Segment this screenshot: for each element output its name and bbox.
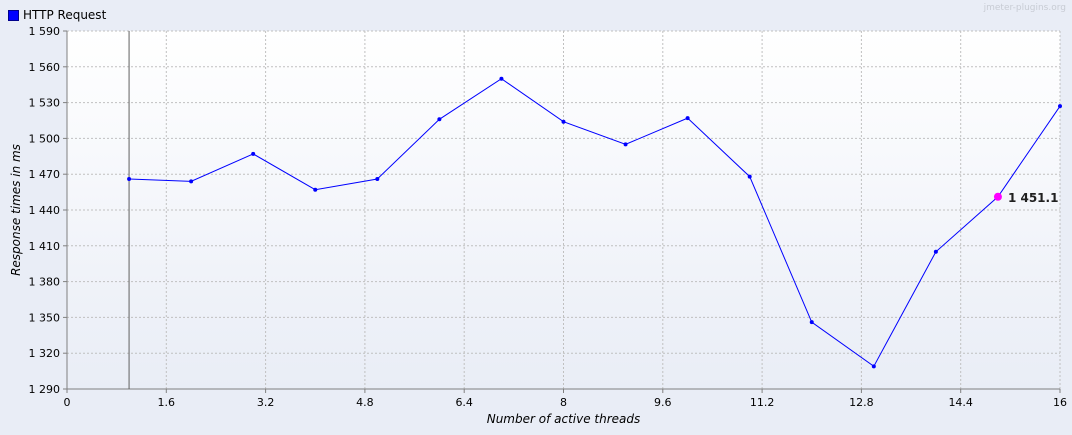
x-tick-label: 11.2 xyxy=(750,396,775,409)
y-axis-label: Response times in ms xyxy=(9,144,23,276)
x-tick-label: 4.8 xyxy=(356,396,374,409)
data-point xyxy=(251,151,256,156)
series-line xyxy=(129,78,1061,368)
y-tick-label: 1 500 xyxy=(29,132,61,145)
y-tick-label: 1 380 xyxy=(29,276,61,289)
data-point xyxy=(561,119,566,124)
y-tick-label: 1 350 xyxy=(29,311,61,324)
x-tick-label: 0 xyxy=(64,396,71,409)
x-tick-label: 16 xyxy=(1053,396,1067,409)
watermark: jmeter-plugins.org xyxy=(983,3,1066,13)
data-point xyxy=(809,320,814,325)
data-point xyxy=(499,76,504,81)
legend-swatch xyxy=(8,9,19,21)
data-point xyxy=(127,176,132,181)
data-point xyxy=(747,174,752,179)
data-point xyxy=(437,117,442,122)
x-tick-label: 14.4 xyxy=(948,396,973,409)
x-axis-label: Number of active threads xyxy=(487,412,641,426)
x-tick-label: 12.8 xyxy=(849,396,874,409)
data-point xyxy=(685,116,690,121)
x-tick-label: 8 xyxy=(560,396,567,409)
data-point xyxy=(313,187,318,192)
x-tick-label: 9.6 xyxy=(654,396,672,409)
y-tick-label: 1 560 xyxy=(29,61,61,74)
y-tick-label: 1 290 xyxy=(29,383,61,396)
highlight-point xyxy=(993,192,1002,201)
x-tick-label: 6.4 xyxy=(455,396,473,409)
data-point xyxy=(871,364,876,369)
y-tick-label: 1 530 xyxy=(29,97,61,110)
y-tick-label: 1 590 xyxy=(29,25,61,38)
y-tick-label: 1 410 xyxy=(29,240,61,253)
y-tick-label: 1 440 xyxy=(29,204,61,217)
highlight-label: 1 451.1 xyxy=(1008,191,1058,205)
data-point xyxy=(623,142,628,147)
legend-label: HTTP Request xyxy=(23,8,107,22)
y-tick-label: 1 320 xyxy=(29,347,61,360)
x-tick-label: 1.6 xyxy=(158,396,176,409)
y-tick-label: 1 470 xyxy=(29,168,61,181)
legend: HTTP Request xyxy=(8,7,106,23)
data-point xyxy=(375,176,380,181)
x-tick-label: 3.2 xyxy=(257,396,275,409)
data-point xyxy=(1058,104,1062,109)
data-point xyxy=(933,249,938,254)
data-point xyxy=(189,179,194,184)
